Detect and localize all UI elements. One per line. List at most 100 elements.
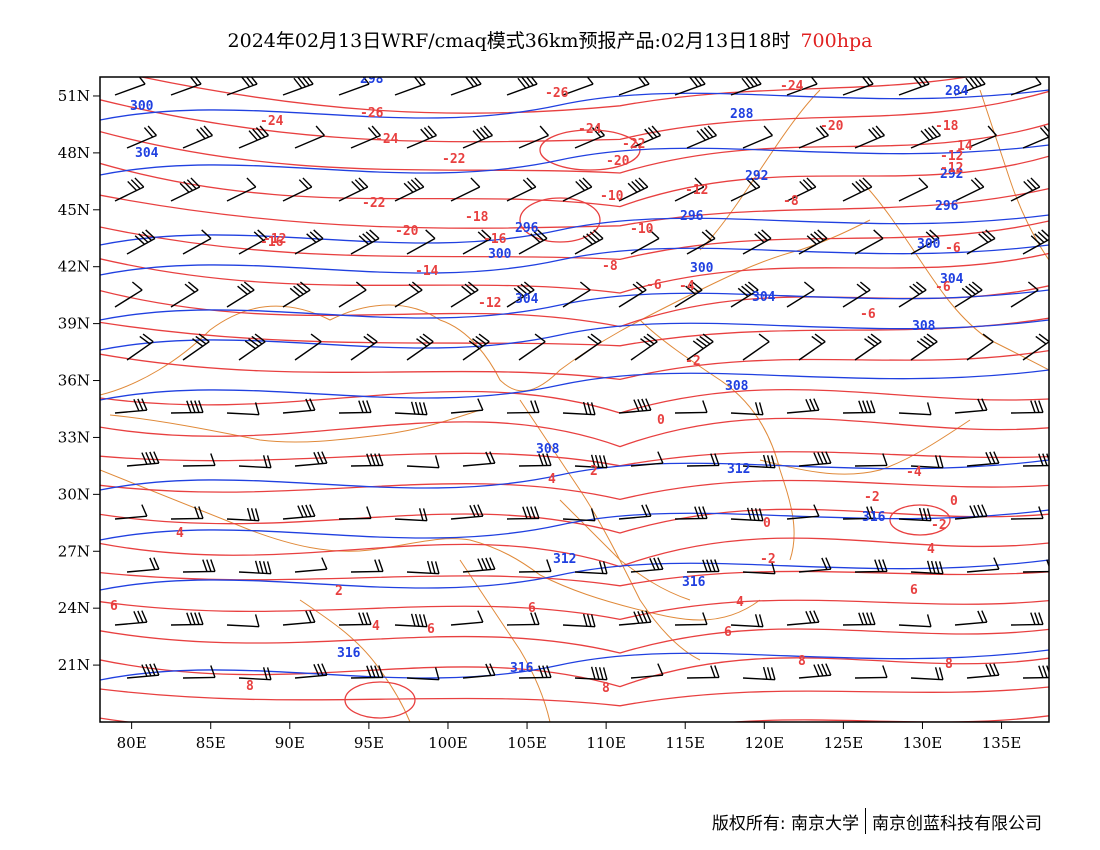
temperature-contour <box>100 317 1049 347</box>
wind-barb <box>462 663 496 679</box>
temperature-label: -2 <box>760 552 776 567</box>
wind-barb <box>170 506 204 520</box>
temperature-label: -10 <box>630 222 654 237</box>
temperature-label: -12 <box>940 161 963 176</box>
wind-barb <box>730 281 759 308</box>
wind-barb <box>742 333 770 361</box>
wind-barb <box>350 453 384 467</box>
height-label: 312 <box>553 552 576 567</box>
wind-barb <box>170 281 199 308</box>
y-tick-label: 42N <box>58 258 90 276</box>
height-contour <box>100 509 1049 541</box>
x-tick-label: 115E <box>665 734 705 752</box>
height-label: 316 <box>862 510 886 525</box>
country-borders <box>100 89 1049 722</box>
temperature-label: 4 <box>548 472 556 487</box>
temperature-label: -16 <box>260 235 284 250</box>
wind-barb <box>338 77 370 96</box>
wind-barb <box>730 507 764 522</box>
height-label: 296 <box>935 199 959 214</box>
height-contour <box>100 214 1049 246</box>
wind-barb <box>282 504 316 520</box>
y-tick-label: 36N <box>58 372 90 390</box>
wind-barb <box>282 281 311 308</box>
wind-barb <box>786 398 820 414</box>
border-line <box>859 179 1049 371</box>
wind-barb <box>574 454 608 469</box>
wind-barb <box>730 402 764 416</box>
height-contour <box>100 144 1049 176</box>
temperature-label: 4 <box>176 526 184 541</box>
wind-barb <box>898 402 932 416</box>
height-contour <box>100 649 1049 681</box>
temperature-label: -2 <box>864 490 880 505</box>
wind-barb <box>1010 612 1044 626</box>
height-label: 308 <box>912 319 936 334</box>
temperature-label: 8 <box>602 681 610 696</box>
wind-barb <box>842 400 876 414</box>
wind-barb <box>350 559 384 573</box>
temperature-contour <box>100 479 1049 501</box>
wind-barb <box>686 665 720 679</box>
wind-barb <box>226 402 260 416</box>
footer-divider <box>865 808 866 834</box>
wind-barb <box>462 333 490 361</box>
wind-barb <box>226 177 257 202</box>
temperature-contour <box>100 187 1049 229</box>
wind-barb <box>966 451 1000 467</box>
wind-barb <box>1010 281 1039 308</box>
wind-barb <box>506 612 540 626</box>
temperature-label: -18 <box>465 210 489 225</box>
wind-barb <box>450 610 484 626</box>
wind-barb <box>1010 77 1042 96</box>
height-label: 300 <box>690 261 714 276</box>
height-contour <box>100 459 1049 491</box>
height-label: 308 <box>725 379 749 394</box>
temperature-contour <box>100 388 1049 414</box>
wind-barb <box>226 614 260 628</box>
temperature-label: -6 <box>860 307 876 322</box>
wind-barb <box>294 333 322 361</box>
wind-barb <box>114 77 146 96</box>
border-line <box>299 599 411 722</box>
wind-barb <box>674 612 708 626</box>
pressure-level: 700hpa <box>800 30 873 52</box>
temperature-label: -6 <box>646 278 662 293</box>
wind-barb <box>506 506 540 520</box>
height-label: 316 <box>510 661 534 676</box>
wind-barb <box>910 125 941 149</box>
wind-barb <box>294 663 328 679</box>
wind-barb <box>294 557 328 573</box>
temperature-contour <box>100 570 1049 587</box>
x-tick-label: 135E <box>982 734 1022 752</box>
wind-barb <box>282 610 316 626</box>
temperature-label: -8 <box>602 259 618 274</box>
temperature-label: -12 <box>263 232 286 247</box>
wind-barb <box>450 504 484 520</box>
wind-barb <box>1022 453 1049 467</box>
temperature-label: -22 <box>362 196 385 211</box>
wind-barb <box>394 177 425 202</box>
wind-barb <box>1022 229 1049 255</box>
temperature-label: 4 <box>927 542 935 557</box>
wind-barb <box>854 559 888 573</box>
wind-barb <box>898 77 930 96</box>
temperature-label: -12 <box>940 149 963 164</box>
height-label: 300 <box>917 237 941 252</box>
wind-barb <box>518 333 546 361</box>
wind-barb <box>674 177 705 202</box>
temperature-contour <box>100 285 1049 328</box>
wind-barb <box>282 177 313 202</box>
height-label: 296 <box>680 209 704 224</box>
wind-barb <box>126 663 160 679</box>
wind-barb <box>170 400 204 414</box>
temperature-label: -16 <box>483 232 507 247</box>
height-label: 316 <box>337 646 361 661</box>
wind-barb <box>798 229 828 255</box>
wind-barb <box>226 281 255 308</box>
wind-barb <box>394 508 428 522</box>
border-line <box>639 319 795 561</box>
wind-barb <box>182 665 216 679</box>
wind-barb <box>798 663 832 679</box>
border-line <box>109 409 481 443</box>
